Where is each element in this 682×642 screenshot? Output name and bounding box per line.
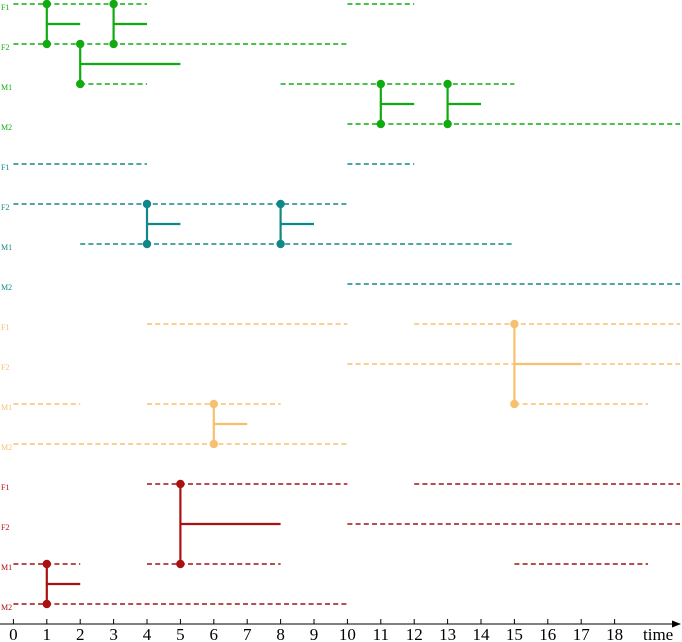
event-orange-1-dot-top [209, 399, 218, 409]
row-label-green-m2: M2 [1, 123, 12, 132]
tick-label-0: 0 [9, 625, 18, 642]
axis-arrowhead [672, 620, 681, 628]
tick-label-17: 17 [573, 625, 591, 642]
event-orange-1-dot-bottom [209, 439, 218, 449]
event-green-3-dot-top [376, 79, 385, 89]
event-orange-0-dot-top [510, 319, 519, 329]
events-layer [42, 0, 582, 609]
tick-label-3: 3 [109, 625, 118, 642]
event-teal-1-dot-top [276, 199, 285, 209]
tick-label-2: 2 [76, 625, 85, 642]
axis-label: time [643, 625, 673, 642]
tick-label-18: 18 [606, 625, 623, 642]
row-label-teal-m1: M1 [1, 243, 12, 252]
tick-label-5: 5 [176, 625, 185, 642]
time-axis: time 0 1 2 3 4 5 6 7 8 9 10 11 12 13 14 15 16 17 18 [0, 619, 681, 642]
tick-label-11: 11 [373, 625, 389, 642]
event-green-2-dot-bottom [76, 79, 85, 89]
row-label-teal-f1: F1 [1, 163, 9, 172]
tick-label-4: 4 [143, 625, 152, 642]
tick-label-7: 7 [243, 625, 252, 642]
tick-label-9: 9 [310, 625, 319, 642]
row-label-green-f2: F2 [1, 43, 9, 52]
row-label-orange-f2: F2 [1, 363, 9, 372]
event-green-4-dot-bottom [443, 119, 452, 129]
event-green-1-dot-bottom [109, 39, 118, 49]
tick-label-13: 13 [439, 625, 456, 642]
row-label-red-m1: M1 [1, 563, 12, 572]
row-label-green-f1: F1 [1, 3, 9, 12]
row-label-green-m1: M1 [1, 83, 12, 92]
tick-label-12: 12 [406, 625, 423, 642]
rows-layer: F1 F2 M1 M2 F1 F2 M1 M2 F1 F2 M1 M2 F1 F2 M1 M2 [1, 3, 680, 612]
event-red-1-dot-top [42, 559, 51, 569]
event-red-0-dot-top [176, 479, 185, 489]
row-label-teal-f2: F2 [1, 203, 9, 212]
event-teal-0-dot-top [142, 199, 152, 209]
row-label-orange-m1: M1 [1, 403, 12, 412]
tick-label-14: 14 [473, 625, 491, 642]
event-green-4-dot-top [443, 79, 452, 89]
row-label-red-f2: F2 [1, 523, 9, 532]
event-green-3-dot-bottom [376, 119, 385, 129]
event-green-0-dot-top [42, 0, 51, 9]
tick-label-1: 1 [43, 625, 52, 642]
tick-label-15: 15 [506, 625, 523, 642]
row-label-red-m2: M2 [1, 603, 12, 612]
tick-label-6: 6 [210, 625, 219, 642]
row-label-teal-m2: M2 [1, 283, 12, 292]
event-green-2-dot-top [76, 39, 85, 49]
tick-label-8: 8 [276, 625, 285, 642]
event-red-1-dot-bottom [42, 599, 51, 609]
row-label-orange-f1: F1 [1, 323, 9, 332]
event-red-0-dot-bottom [176, 559, 185, 569]
event-green-1-dot-top [109, 0, 118, 9]
event-green-0-dot-bottom [42, 39, 51, 49]
event-orange-0-dot-bottom [510, 399, 519, 409]
row-label-red-f1: F1 [1, 483, 9, 492]
event-teal-1-dot-bottom [276, 239, 285, 249]
tick-label-10: 10 [339, 625, 356, 642]
row-label-orange-m2: M2 [1, 443, 12, 452]
event-teal-0-dot-bottom [142, 239, 152, 249]
tick-label-16: 16 [539, 625, 556, 642]
